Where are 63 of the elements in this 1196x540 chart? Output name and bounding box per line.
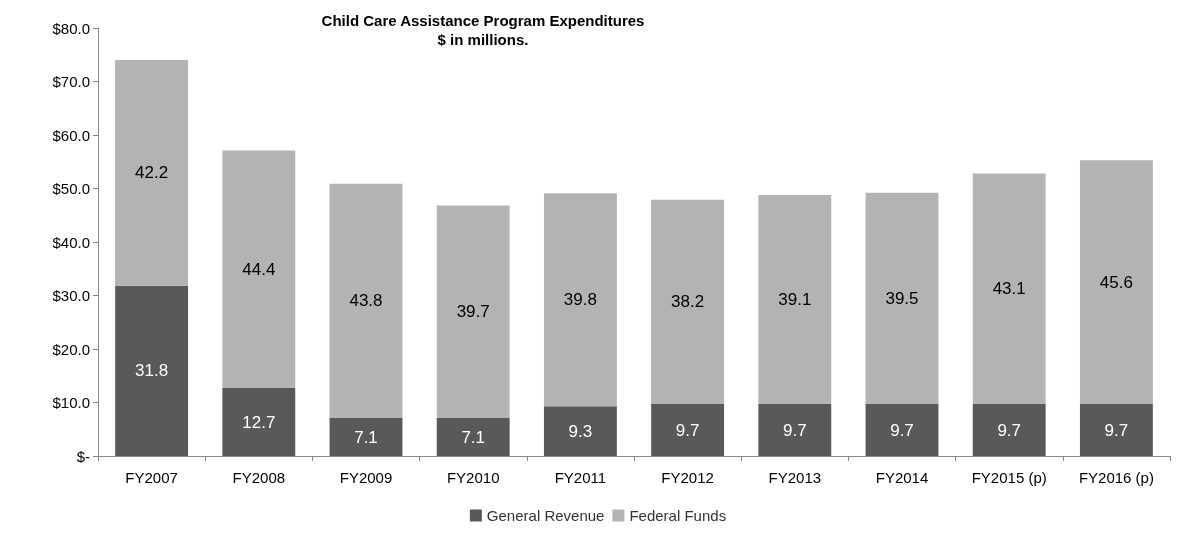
data-label: 43.1 [992,279,1026,299]
bar [115,60,189,286]
data-label: 31.8 [135,361,169,381]
x-tick-label: FY2011 [554,469,607,486]
y-tick-label: $50.0 [52,180,90,197]
bar [1079,160,1153,405]
data-label: 7.1 [354,427,378,447]
legend-label: Federal Funds [629,507,727,524]
y-tick-label: $10.0 [52,394,90,411]
data-label: 45.6 [1099,272,1133,292]
x-tick-label: FY2008 [232,469,286,486]
bar [222,388,296,456]
data-label: 39.7 [456,302,490,322]
x-tick-label: FY2010 [446,469,500,486]
data-label: 12.7 [242,412,276,432]
y-tick-label: $30.0 [52,287,90,304]
bar [972,404,1046,456]
y-tick-label: $60.0 [52,126,90,144]
y-tick-label: $- [76,447,90,465]
bar [758,404,832,456]
x-tick-label: FY2014 [875,469,929,486]
bar [222,150,296,389]
data-label: 44.4 [242,259,276,279]
bar [972,173,1046,405]
data-label: 9.7 [675,420,700,440]
data-label: 43.8 [349,291,383,311]
x-tick-label: FY2007 [125,469,178,486]
data-label: 42.2 [135,163,169,183]
y-tick-label: $40.0 [52,233,90,251]
bar [1079,404,1153,456]
y-tick-label: $80.0 [52,19,90,37]
x-tick-label: FY2016 (p) [1078,469,1154,486]
x-tick-label: FY2015 (p) [971,469,1047,486]
data-label: 9.7 [890,420,914,440]
x-tick-label: FY2013 [768,469,822,486]
data-label: 9.7 [782,420,807,440]
bar [865,192,939,405]
data-label: 9.7 [1104,420,1129,440]
bar [436,205,510,419]
bar [651,199,725,405]
bar [115,285,189,456]
legend-label: General Revenue [486,507,605,524]
bar [543,193,617,407]
y-tick-label: $20.0 [52,340,90,358]
data-label: 9.3 [568,421,593,441]
bar [329,183,403,419]
bar [865,404,939,456]
y-tick-label: $70.0 [52,73,90,90]
bar [329,418,403,456]
data-label: 39.1 [778,290,812,310]
bar [758,194,832,405]
data-label: 9.7 [997,420,1022,440]
data-label: 38.2 [671,292,705,312]
chart-title: Child Care Assistance Program Expenditures [321,12,645,29]
x-tick-label: FY2009 [339,469,393,486]
bar [543,406,617,456]
data-label: 7.1 [461,427,486,447]
bar [436,418,510,456]
bar [651,404,725,456]
chart-subtitle: $ in millions. [437,31,529,48]
data-label: 39.5 [885,288,919,308]
x-tick-label: FY2012 [661,469,714,486]
data-label: 39.8 [563,290,597,310]
